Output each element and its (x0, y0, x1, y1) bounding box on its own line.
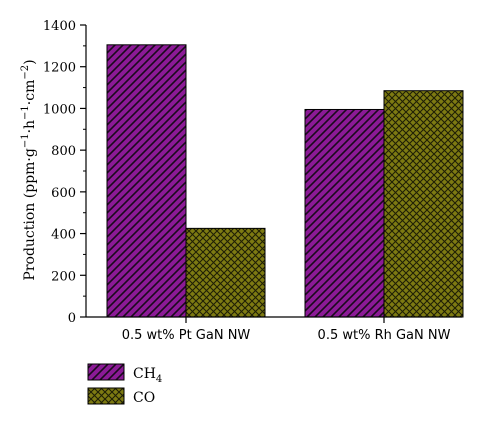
x-tick-label: 0.5 wt% Pt GaN NW (122, 328, 251, 343)
legend-label-ch4: CH4 (133, 366, 162, 385)
legend-swatch-co (87, 387, 125, 405)
legend-swatch-ch4 (87, 363, 125, 381)
bar-co-1 (185, 227, 266, 318)
bar-co-2 (383, 90, 464, 318)
y-tick-label: 800 (51, 144, 76, 159)
x-tick-label: 0.5 wt% Rh GaN NW (318, 328, 451, 343)
y-tick-label: 200 (51, 269, 76, 284)
plot-area: 0 200 400 600 800 1000 1200 1400 0.5 wt% Pt GaN … (43, 19, 464, 343)
legend: CH4 CO (87, 363, 162, 406)
y-tick-label: 0 (68, 311, 76, 326)
y-tick-label: 1200 (43, 61, 76, 76)
y-tick-label: 400 (51, 228, 76, 243)
y-tick-label: 1000 (43, 102, 76, 117)
legend-label-co: CO (133, 390, 155, 406)
bar-ch4-1 (106, 44, 187, 318)
y-tick-label: 1400 (43, 19, 76, 34)
y-tick-label: 600 (51, 186, 76, 201)
bar-ch4-2 (304, 108, 385, 318)
y-axis-label: Production (ppm·g−1·h−1·cm−2) (20, 59, 38, 280)
